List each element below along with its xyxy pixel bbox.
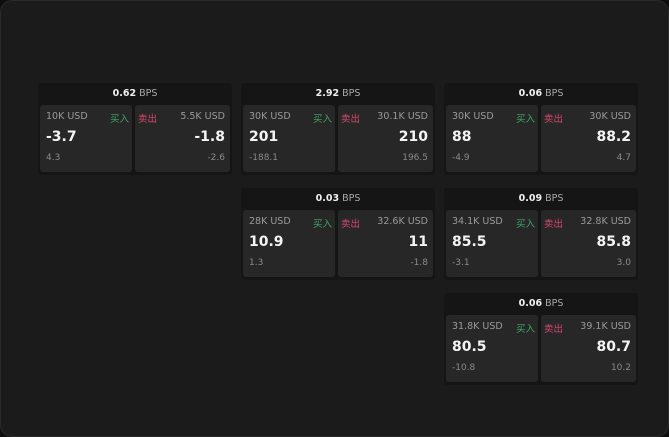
- sell-amount: 30.1K USD: [377, 111, 428, 122]
- buy-cell[interactable]: 34.1K USD 买入 85.5 -3.1: [446, 210, 538, 277]
- sell-price: 11: [408, 234, 428, 250]
- buy-cell[interactable]: 28K USD 买入 10.9 1.3: [243, 210, 335, 277]
- spread-header: 0.06 BPS: [444, 83, 638, 104]
- sell-price: 210: [398, 129, 428, 145]
- spread-unit: BPS: [342, 193, 361, 204]
- buy-change: -3.1: [452, 258, 470, 268]
- buy-cell[interactable]: 10K USD 买入 -3.7 4.3: [40, 105, 132, 172]
- buy-price: 201: [249, 129, 279, 145]
- sell-price: 88.2: [596, 129, 631, 145]
- spread-unit: BPS: [545, 88, 564, 99]
- buy-label: 买入: [515, 324, 535, 335]
- buy-amount: 10K USD: [46, 111, 88, 122]
- sell-label: 卖出: [341, 219, 361, 230]
- buy-change: -4.9: [452, 153, 470, 163]
- sell-label: 卖出: [341, 114, 361, 125]
- buy-amount: 34.1K USD: [452, 216, 503, 227]
- sell-change: 3.0: [616, 258, 631, 268]
- buy-change: -10.8: [452, 363, 476, 373]
- buy-cell[interactable]: 31.8K USD 买入 80.5 -10.8: [446, 315, 538, 382]
- sell-cell[interactable]: 卖出 39.1K USD 80.7 10.2: [541, 315, 636, 382]
- quote-card: 0.03 BPS 28K USD 买入 10.9 1.3 卖出 32.6K US…: [241, 188, 435, 280]
- quote-card: 0.06 BPS 31.8K USD 买入 80.5 -10.8 卖出 39.1…: [444, 293, 638, 385]
- sell-price: 85.8: [596, 234, 631, 250]
- sell-change: -2.6: [207, 153, 225, 163]
- buy-amount: 30K USD: [452, 111, 494, 122]
- sell-cell[interactable]: 卖出 30K USD 88.2 4.7: [541, 105, 636, 172]
- quote-card: 0.62 BPS 10K USD 买入 -3.7 4.3 卖出 5.5K USD…: [38, 83, 232, 175]
- spread-unit: BPS: [545, 298, 564, 309]
- spread-value: 0.06: [518, 88, 543, 99]
- buy-price: 85.5: [452, 234, 487, 250]
- sell-amount: 5.5K USD: [180, 111, 225, 122]
- spread-unit: BPS: [545, 193, 564, 204]
- buy-price: -3.7: [46, 129, 77, 145]
- spread-unit: BPS: [342, 88, 361, 99]
- buy-label: 买入: [515, 114, 535, 125]
- sell-cell[interactable]: 卖出 30.1K USD 210 196.5: [338, 105, 433, 172]
- buy-label: 买入: [109, 114, 129, 125]
- sell-label: 卖出: [544, 219, 564, 230]
- sell-change: 4.7: [616, 153, 631, 163]
- sell-amount: 30K USD: [589, 111, 631, 122]
- sell-amount: 32.8K USD: [580, 216, 631, 227]
- sell-label: 卖出: [544, 114, 564, 125]
- buy-label: 买入: [312, 114, 332, 125]
- spread-header: 2.92 BPS: [241, 83, 435, 104]
- spread-unit: BPS: [139, 88, 158, 99]
- buy-price: 80.5: [452, 339, 487, 355]
- quote-card: 2.92 BPS 30K USD 买入 201 -188.1 卖出 30.1K …: [241, 83, 435, 175]
- quote-card: 0.06 BPS 30K USD 买入 88 -4.9 卖出 30K USD 8…: [444, 83, 638, 175]
- buy-label: 买入: [312, 219, 332, 230]
- sell-change: 10.2: [610, 363, 631, 373]
- buy-price: 88: [452, 129, 472, 145]
- sell-cell[interactable]: 卖出 32.6K USD 11 -1.8: [338, 210, 433, 277]
- spread-value: 2.92: [315, 88, 340, 99]
- spread-value: 0.62: [112, 88, 137, 99]
- spread-header: 0.03 BPS: [241, 188, 435, 209]
- sell-cell[interactable]: 卖出 32.8K USD 85.8 3.0: [541, 210, 636, 277]
- sell-change: 196.5: [402, 153, 428, 163]
- spread-value: 0.03: [315, 193, 340, 204]
- sell-cell[interactable]: 卖出 5.5K USD -1.8 -2.6: [135, 105, 230, 172]
- sell-price: 80.7: [596, 339, 631, 355]
- buy-amount: 30K USD: [249, 111, 291, 122]
- buy-change: 1.3: [249, 258, 264, 268]
- spread-value: 0.06: [518, 298, 543, 309]
- sell-amount: 39.1K USD: [580, 321, 631, 332]
- buy-amount: 31.8K USD: [452, 321, 503, 332]
- spread-header: 0.09 BPS: [444, 188, 638, 209]
- sell-label: 卖出: [138, 114, 158, 125]
- buy-change: 4.3: [46, 153, 61, 163]
- sell-amount: 32.6K USD: [377, 216, 428, 227]
- buy-label: 买入: [515, 219, 535, 230]
- spread-header: 0.06 BPS: [444, 293, 638, 314]
- buy-price: 10.9: [249, 234, 284, 250]
- buy-cell[interactable]: 30K USD 买入 88 -4.9: [446, 105, 538, 172]
- spread-value: 0.09: [518, 193, 543, 204]
- buy-cell[interactable]: 30K USD 买入 201 -188.1: [243, 105, 335, 172]
- buy-change: -188.1: [249, 153, 279, 163]
- sell-price: -1.8: [194, 129, 225, 145]
- spread-header: 0.62 BPS: [38, 83, 232, 104]
- quote-card: 0.09 BPS 34.1K USD 买入 85.5 -3.1 卖出 32.8K…: [444, 188, 638, 280]
- buy-amount: 28K USD: [249, 216, 291, 227]
- sell-label: 卖出: [544, 324, 564, 335]
- sell-change: -1.8: [410, 258, 428, 268]
